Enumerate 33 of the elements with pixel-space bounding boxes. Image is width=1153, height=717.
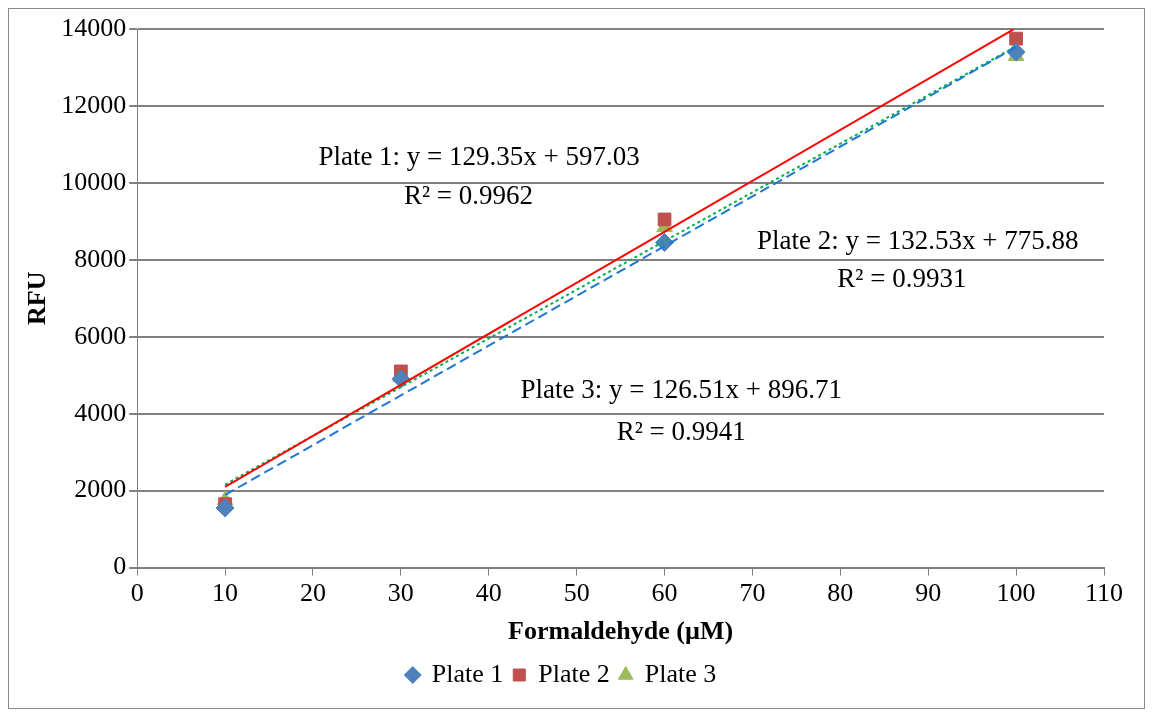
y-tick-label: 4000 [74,397,127,427]
point [215,498,235,518]
point [1009,31,1023,46]
x-tick-label: 40 [475,578,502,608]
annotation: R² = 0.9962 [404,180,534,211]
legend-label: Plate 1 [431,658,504,688]
point [657,212,672,227]
y-tick-label: 6000 [74,320,127,350]
y-tick-label: 14000 [61,12,127,42]
annotation: R² = 0.9941 [616,416,746,447]
y-axis-title: RFU [22,271,52,326]
y-tick-label: 12000 [61,89,127,119]
x-axis-title: Formaldehyde (µM) [508,616,734,646]
x-tick-label: 80 [827,578,854,608]
annotation: Plate 1: y = 129.35x + 597.03 [318,141,640,172]
annotation: R² = 0.9931 [837,262,967,293]
annotation: Plate 2: y = 132.53x + 775.88 [756,224,1079,255]
y-tick-label: 0 [113,551,127,581]
x-tick-label: 60 [651,578,678,608]
y-tick-label: 10000 [61,166,127,196]
legend-label: Plate 3 [644,658,717,688]
x-tick-label: 30 [387,578,414,608]
y-tick-label: 2000 [74,474,127,504]
x-tick-label: 50 [563,578,590,608]
x-tick-label: 100 [996,578,1036,608]
legend-label: Plate 2 [538,658,610,688]
x-tick-label: 10 [212,578,239,608]
annotation: Plate 3: y = 126.51x + 896.71 [520,373,842,404]
x-tick-label: 70 [739,578,766,608]
y-tick-label: 8000 [74,243,127,273]
x-tick-label: 90 [915,578,942,608]
x-tick-label: 20 [299,578,326,608]
x-tick-label: 110 [1084,578,1124,608]
